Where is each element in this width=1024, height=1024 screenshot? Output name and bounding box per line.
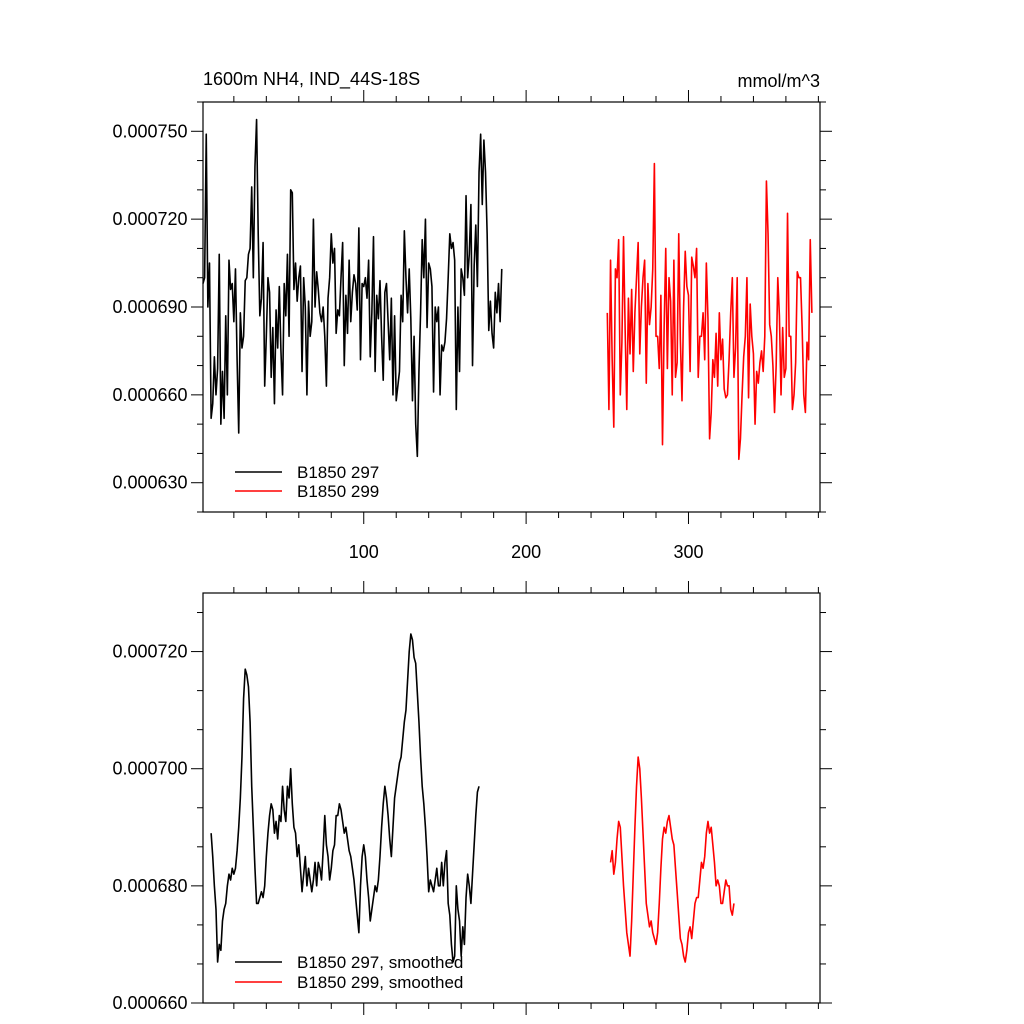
bottom-plot-frame <box>202 592 821 1004</box>
top-units: mmol/m^3 <box>738 71 820 91</box>
top-plot-frame <box>202 101 821 513</box>
bottom-series-line-0 <box>210 633 480 963</box>
bottom-legend: B1850 297, smoothed B1850 299, smoothed <box>235 953 463 992</box>
top-ytick-label: 0.000720 <box>112 209 187 229</box>
top-ytick-label: 0.000630 <box>112 473 187 493</box>
top-xtick-label: 200 <box>511 542 541 562</box>
top-ytick-label: 0.000750 <box>112 121 187 141</box>
legend-label-297-smoothed: B1850 297, smoothed <box>297 953 463 972</box>
top-xtick-label: 100 <box>349 542 379 562</box>
top-legend: B1850 297 B1850 299 <box>235 463 379 501</box>
top-series-line-0 <box>202 118 503 458</box>
top-series-line-1 <box>606 162 813 461</box>
top-ytick-label: 0.000660 <box>112 385 187 405</box>
top-panel: 1600m NH4, IND_44S-18S mmol/m^3 0.000630… <box>112 69 832 562</box>
bottom-ytick-label: 0.000700 <box>112 759 187 779</box>
top-xtick-label: 300 <box>673 542 703 562</box>
top-ytick-label: 0.000690 <box>112 297 187 317</box>
bottom-panel: 0.000660 0.000680 0.000700 0.000720 B1850 2… <box>112 581 832 1015</box>
legend-label-299-smoothed: B1850 299, smoothed <box>297 973 463 992</box>
top-title: 1600m NH4, IND_44S-18S <box>203 69 420 90</box>
bottom-ytick-label: 0.000660 <box>112 993 187 1013</box>
bottom-ytick-label: 0.000680 <box>112 876 187 896</box>
bottom-series-line-1 <box>609 756 735 963</box>
legend-label-299: B1850 299 <box>297 482 379 501</box>
bottom-ytick-label: 0.000720 <box>112 642 187 662</box>
legend-label-297: B1850 297 <box>297 463 379 482</box>
